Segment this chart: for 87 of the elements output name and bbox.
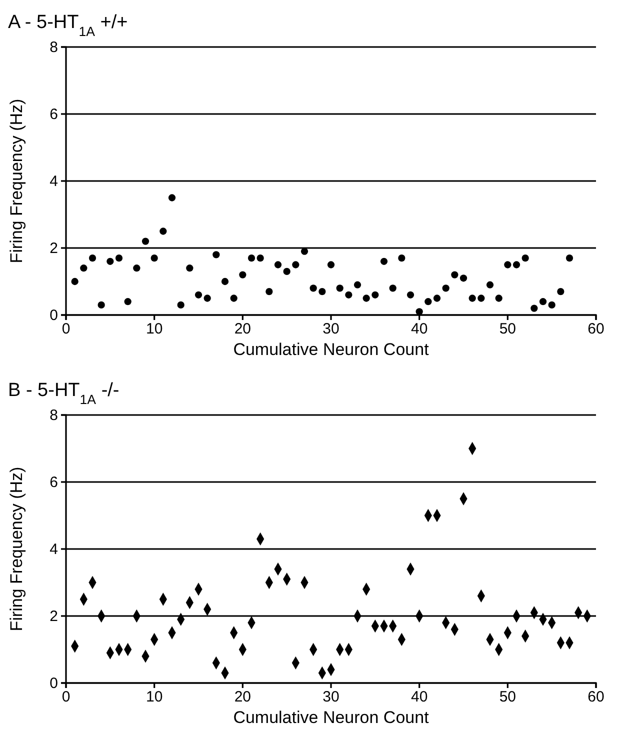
point xyxy=(212,251,220,258)
point xyxy=(283,268,290,276)
point xyxy=(424,298,432,306)
x-tick-label: 30 xyxy=(322,320,340,338)
point xyxy=(177,301,184,309)
x-tick-label: 30 xyxy=(322,688,340,706)
point xyxy=(124,298,132,306)
point xyxy=(88,254,96,262)
point xyxy=(362,294,370,302)
point xyxy=(512,261,520,268)
y-axis-title: Firing Frequency (Hz) xyxy=(7,466,26,632)
point xyxy=(468,294,476,302)
point xyxy=(530,304,538,312)
y-tick-label: 6 xyxy=(50,474,58,491)
point xyxy=(327,261,335,268)
x-tick-label: 60 xyxy=(588,688,604,706)
x-tick-label: 0 xyxy=(62,320,70,338)
point xyxy=(345,291,352,298)
y-tick-label: 2 xyxy=(50,240,58,257)
point xyxy=(142,238,150,245)
x-tick-label: 0 xyxy=(62,688,70,706)
point xyxy=(106,258,114,265)
y-tick-label: 6 xyxy=(50,106,58,123)
y-tick-label: 0 xyxy=(50,674,58,692)
point xyxy=(495,294,502,302)
point xyxy=(336,284,344,292)
point xyxy=(539,298,547,306)
x-tick-label: 10 xyxy=(146,320,163,338)
point xyxy=(354,281,362,288)
point xyxy=(486,281,494,288)
point xyxy=(318,288,326,296)
point xyxy=(98,301,105,309)
point xyxy=(256,254,264,262)
chart-title: A - 5-HT$_{1A}$ +/+ xyxy=(8,12,128,38)
point xyxy=(566,254,574,262)
point xyxy=(548,301,556,309)
x-axis-title: Cumulative Neuron Count xyxy=(233,340,430,359)
x-tick-label: 60 xyxy=(588,320,604,338)
x-tick-label: 50 xyxy=(499,320,516,338)
point xyxy=(416,308,423,316)
point xyxy=(239,271,246,278)
point xyxy=(504,261,512,268)
point xyxy=(71,278,78,286)
point xyxy=(380,258,388,265)
y-tick-label: 8 xyxy=(50,406,58,424)
point xyxy=(115,254,123,262)
x-tick-label: 40 xyxy=(410,320,428,338)
point xyxy=(248,254,256,262)
point xyxy=(274,261,282,268)
point xyxy=(406,291,414,298)
x-tick-label: 20 xyxy=(234,688,252,706)
y-tick-label: 0 xyxy=(50,306,58,324)
y-axis-title: Firing Frequency (Hz) xyxy=(7,98,26,264)
chart-title: B - 5-HT$_{1A}$ -/- xyxy=(8,380,120,406)
point xyxy=(522,254,529,262)
point xyxy=(372,291,379,298)
point xyxy=(221,278,229,286)
point xyxy=(266,288,273,296)
y-tick-label: 8 xyxy=(50,38,58,56)
point xyxy=(133,264,140,272)
point xyxy=(80,264,88,272)
x-tick-label: 10 xyxy=(146,688,163,706)
x-tick-label: 50 xyxy=(499,688,516,706)
x-tick-label: 40 xyxy=(410,688,428,706)
point xyxy=(460,274,468,282)
point xyxy=(451,271,458,278)
point xyxy=(557,288,564,296)
y-tick-label: 2 xyxy=(50,608,58,625)
point xyxy=(292,261,300,268)
point xyxy=(442,284,450,292)
point xyxy=(168,194,176,202)
point xyxy=(150,254,158,262)
x-tick-label: 20 xyxy=(234,320,252,338)
point xyxy=(398,254,406,262)
point xyxy=(230,294,238,302)
point xyxy=(433,294,441,302)
point xyxy=(204,294,211,302)
point xyxy=(160,228,167,235)
y-tick-label: 4 xyxy=(50,540,58,558)
point xyxy=(389,284,396,292)
point xyxy=(186,264,194,272)
point xyxy=(300,248,308,255)
y-tick-label: 4 xyxy=(50,172,58,190)
point xyxy=(194,291,202,298)
x-axis-title: Cumulative Neuron Count xyxy=(233,708,430,727)
point xyxy=(310,284,317,292)
point xyxy=(478,294,485,302)
